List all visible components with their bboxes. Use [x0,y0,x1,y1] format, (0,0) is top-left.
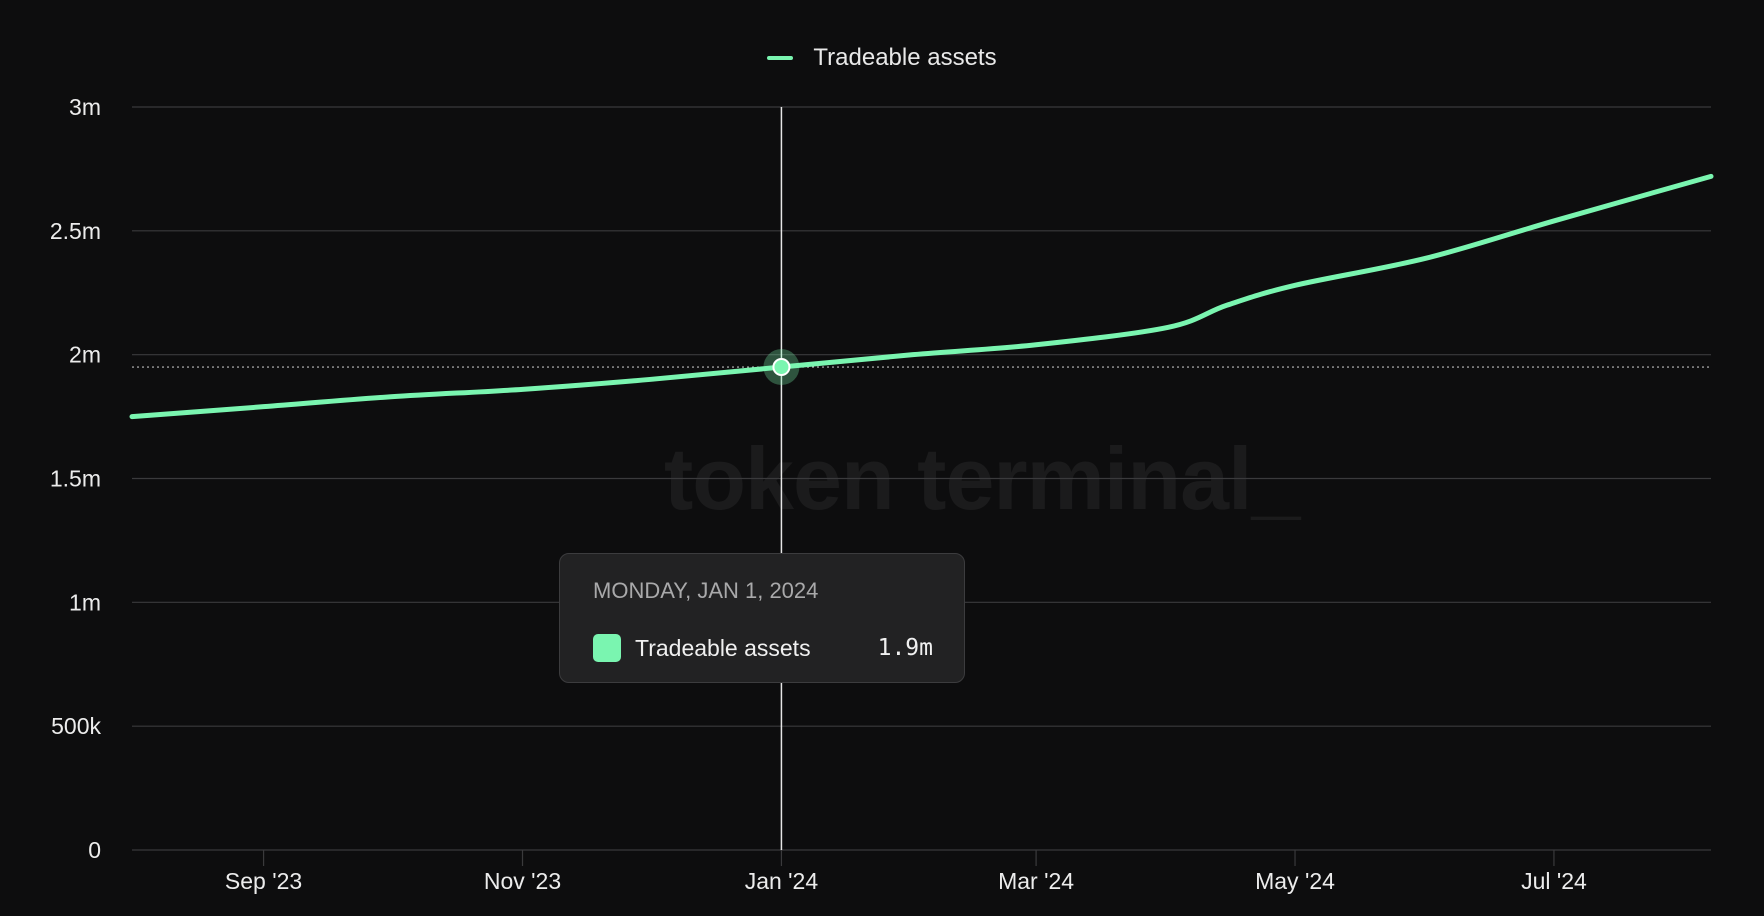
x-tick-label: Jul '24 [1521,868,1587,894]
hover-marker [772,358,791,377]
tooltip: MONDAY, JAN 1, 2024 Tradeable assets 1.9… [559,553,965,683]
x-tick-label: Nov '23 [484,868,561,894]
tooltip-value: 1.9m [877,635,933,661]
y-tick-label: 0 [88,837,101,863]
legend-swatch [767,56,794,60]
x-tick-label: Sep '23 [225,868,302,894]
y-tick-label: 3m [69,94,101,120]
tooltip-series-label: Tradeable assets [635,634,811,661]
legend[interactable]: Tradeable assets [0,44,1764,72]
tooltip-date: MONDAY, JAN 1, 2024 [593,578,819,603]
y-tick-label: 500k [51,713,101,739]
y-tick-label: 2m [69,342,101,368]
y-tick-label: 1.5m [50,466,101,492]
tooltip-row: Tradeable assets 1.9m [593,634,933,662]
legend-label: Tradeable assets [813,44,997,71]
y-tick-label: 1m [69,589,101,615]
tooltip-swatch [593,634,621,662]
y-tick-label: 2.5m [50,218,101,244]
x-tick-label: Jan '24 [745,868,819,894]
x-tick-label: Mar '24 [998,868,1074,894]
series-line-tradeable-assets [129,173,1714,420]
x-tick-label: May '24 [1255,868,1335,894]
